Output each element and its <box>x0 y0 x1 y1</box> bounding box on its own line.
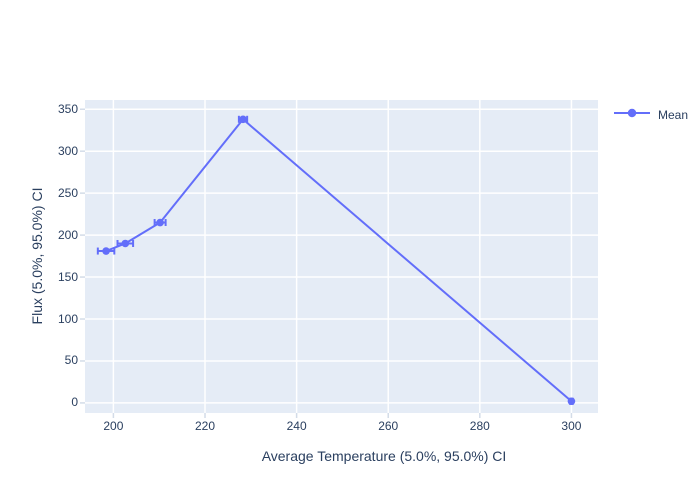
x-axis-title: Average Temperature (5.0%, 95.0%) CI <box>261 448 507 464</box>
plot-area[interactable] <box>80 100 598 418</box>
x-tick-label: 260 <box>378 419 399 433</box>
data-point[interactable] <box>156 218 164 227</box>
series-line-mean <box>105 118 573 403</box>
y-tick-label: 150 <box>57 269 78 284</box>
data-point[interactable] <box>102 247 110 255</box>
x-tick-label: 280 <box>469 419 490 433</box>
chart-canvas[interactable] <box>80 100 598 418</box>
y-axis-title: Flux (5.0%, 95.0%) CI <box>29 187 45 325</box>
data-point[interactable] <box>121 239 130 248</box>
y-tick-label: 200 <box>57 227 78 242</box>
legend-sample-marker <box>627 108 637 118</box>
y-tick-label: 250 <box>57 185 78 200</box>
y-tick-label: 100 <box>57 311 78 326</box>
data-point[interactable] <box>567 397 576 406</box>
y-tick-label: 350 <box>57 101 78 116</box>
legend-line-marker-icon <box>613 106 651 124</box>
legend-label: Mean <box>658 108 689 122</box>
legend-item-mean[interactable]: Mean <box>613 106 688 124</box>
x-tick-label: 300 <box>561 419 582 433</box>
x-tick-label: 200 <box>103 419 124 433</box>
y-tick-label: 50 <box>64 353 78 368</box>
y-tick-label: 300 <box>57 143 78 158</box>
y-tick-label: 0 <box>71 395 78 410</box>
x-tick-label: 220 <box>194 419 216 433</box>
x-tick-label: 240 <box>286 419 307 433</box>
data-point[interactable] <box>239 115 247 124</box>
